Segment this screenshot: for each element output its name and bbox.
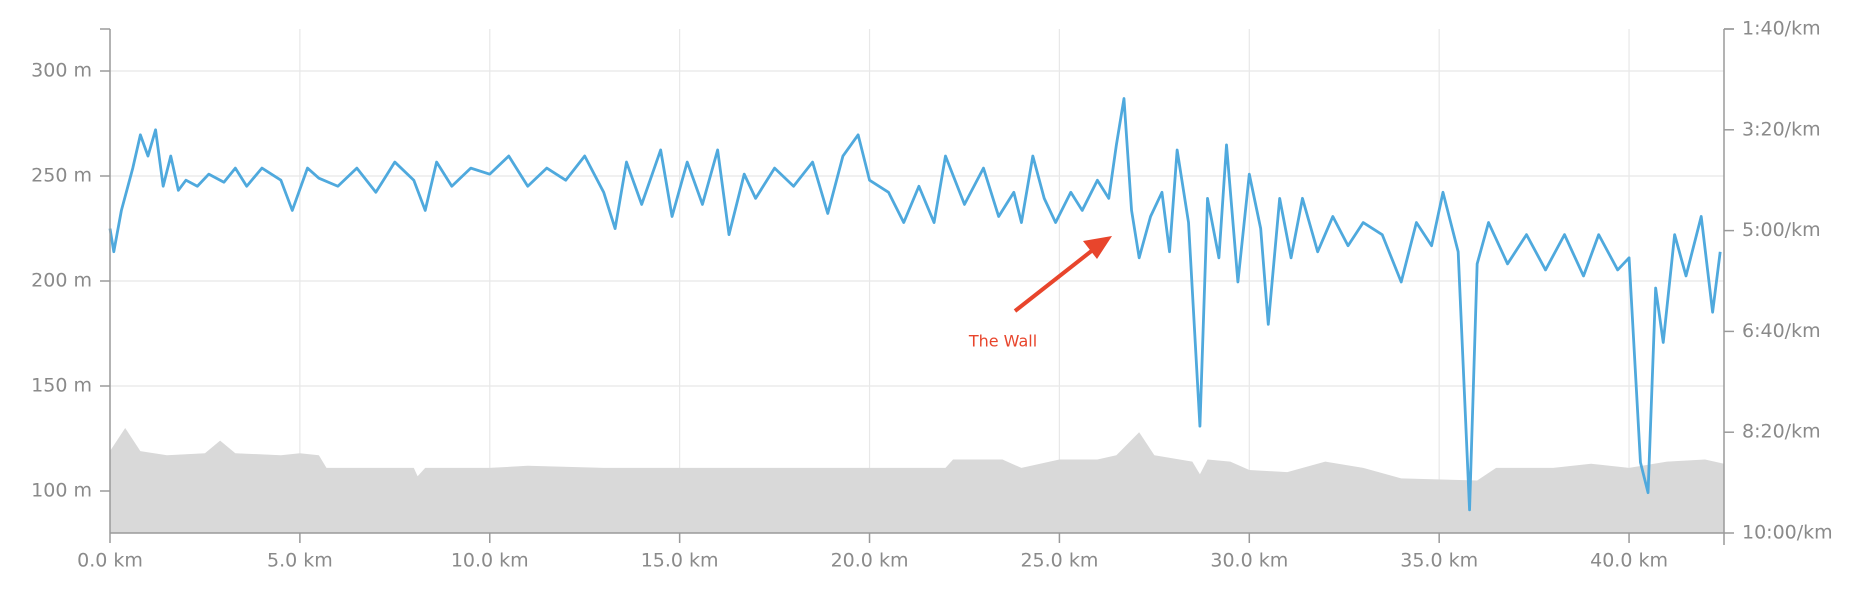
y-tick-label: 150 m [31, 375, 92, 397]
x-tick-label: 15.0 km [641, 550, 719, 572]
y-tick-label: 250 m [31, 165, 92, 187]
elevation-area [110, 428, 1724, 533]
y-tick-label: 100 m [31, 480, 92, 502]
annotation-text: The Wall [968, 332, 1037, 351]
x-tick-label: 20.0 km [831, 550, 909, 572]
y2-tick-label: 3:20/km [1742, 118, 1821, 140]
annotation-arrow [1013, 247, 1096, 313]
y2-tick-label: 5:00/km [1742, 219, 1821, 241]
x-tick-label: 35.0 km [1400, 550, 1478, 572]
x-tick-label: 40.0 km [1590, 550, 1668, 572]
y2-tick-label: 1:40/km [1742, 18, 1821, 40]
pace-line [108, 97, 1722, 512]
x-tick-label: 5.0 km [267, 550, 333, 572]
x-tick-label: 0.0 km [77, 550, 143, 572]
x-tick-label: 30.0 km [1210, 550, 1288, 572]
x-tick-label: 25.0 km [1020, 550, 1098, 572]
x-tick-label: 10.0 km [451, 550, 529, 572]
y-tick-label: 200 m [31, 270, 92, 292]
annotation-arrowhead [1083, 236, 1112, 259]
y-tick-label: 300 m [31, 60, 92, 82]
y2-tick-label: 10:00/km [1742, 522, 1833, 544]
y2-tick-label: 6:40/km [1742, 320, 1821, 342]
y2-tick-label: 8:20/km [1742, 421, 1821, 443]
